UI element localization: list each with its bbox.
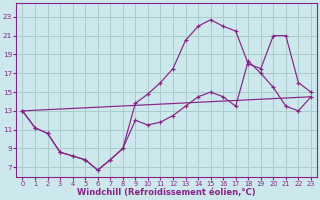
X-axis label: Windchill (Refroidissement éolien,°C): Windchill (Refroidissement éolien,°C): [77, 188, 256, 197]
